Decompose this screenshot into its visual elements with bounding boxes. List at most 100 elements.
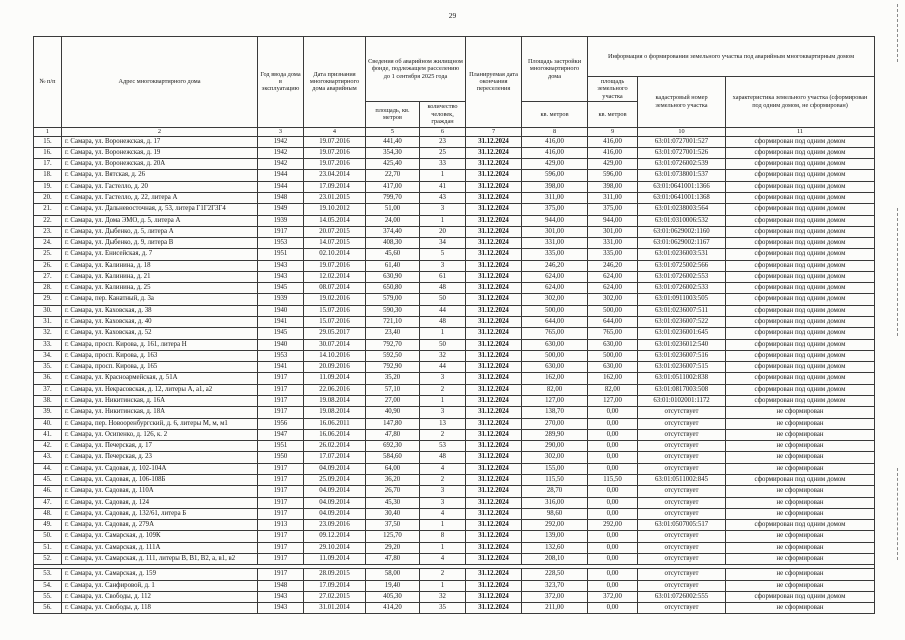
cell-fund_area: 692,30 xyxy=(365,440,420,453)
header-land-group: Информация о формировании земельного уча… xyxy=(587,36,876,77)
cell-address: г. Самара, ул. Каховская, д. 38 xyxy=(61,304,258,318)
header-fund-group: Сведения об аварийном жилищном фонде, по… xyxy=(364,35,467,103)
cell-land_area: 624,00 xyxy=(587,282,639,295)
cell-num: 35. xyxy=(33,361,62,374)
cell-footprint: 500,00 xyxy=(521,349,589,363)
cell-resettle_date: 31.12.2024 xyxy=(465,248,523,261)
page-number: 29 xyxy=(448,11,457,20)
cell-cadastre: 63:01:0725002:566 xyxy=(637,259,727,272)
cell-land_area: 0,00 xyxy=(587,541,639,554)
cell-year: 1949 xyxy=(257,203,304,216)
cell-resettle_date: 31.12.2024 xyxy=(465,568,523,581)
cell-cadastre: 63:01:0236007:515 xyxy=(637,361,727,374)
column-number-row: 1 2 3 4 5 6 7 8 9 10 11 xyxy=(33,126,876,137)
cell-footprint: 292,00 xyxy=(521,519,589,532)
cell-fund_people: 48 xyxy=(418,451,467,464)
cell-footprint: 375,00 xyxy=(521,203,589,216)
cell-resettle_date: 31.12.2024 xyxy=(465,338,523,351)
table-row: 30. г. Самара, ул. Каховская, д. 38 1940 15… xyxy=(33,304,876,318)
header-num: № п/п xyxy=(33,36,62,128)
cell-address: г. Самара, ул. Садовая, д. 102-104А xyxy=(61,462,258,475)
cell-land_area: 375,00 xyxy=(587,203,639,216)
cell-footprint: 429,00 xyxy=(521,158,589,171)
cell-footprint: 28,70 xyxy=(521,485,589,498)
cell-cadastre: 63:01:0629002:1167 xyxy=(637,237,727,250)
cell-cadastre: 63:01:0817003:508 xyxy=(637,383,727,397)
cell-characteristic: сформирован под одним домом xyxy=(725,590,876,604)
cell-fund_area: 414,20 xyxy=(365,602,420,615)
cell-date_declared: 23.01.2015 xyxy=(303,191,366,205)
cell-resettle_date: 31.12.2024 xyxy=(465,496,523,509)
cell-fund_area: 584,60 xyxy=(365,451,420,464)
cell-fund_area: 37,50 xyxy=(365,519,420,532)
cell-footprint: 208,10 xyxy=(521,552,589,566)
cell-fund_people: 23 xyxy=(418,135,467,148)
cell-fund_area: 45,30 xyxy=(365,496,420,509)
cell-date_declared: 25.09.2014 xyxy=(303,473,366,487)
cell-address: г. Самара, ул. Енисейская, д. 7 xyxy=(61,248,258,261)
cell-cadastre: 63:01:0911003:505 xyxy=(637,293,727,306)
table-row: 28. г. Самара, ул. Калинина, д. 25 1945 08.… xyxy=(33,282,876,295)
cell-address: г. Самара, ул. Садовая, д. 132/61, литер… xyxy=(61,507,258,521)
cell-year: 1917 xyxy=(257,394,304,408)
cell-date_declared: 14.10.2016 xyxy=(303,349,366,363)
cell-date_declared: 28.09.2015 xyxy=(303,568,366,581)
column-number: 4 xyxy=(303,126,366,137)
cell-resettle_date: 31.12.2024 xyxy=(465,507,523,521)
cell-resettle_date: 31.12.2024 xyxy=(465,394,523,408)
cell-characteristic: сформирован под одним домом xyxy=(725,180,876,193)
cell-year: 1939 xyxy=(257,214,304,227)
cell-year: 1953 xyxy=(257,237,304,250)
cell-address: г. Самара, ул. Свободы, д. 118 xyxy=(61,602,258,615)
cell-resettle_date: 31.12.2024 xyxy=(465,451,523,464)
cell-fund_people: 1 xyxy=(418,519,467,532)
cell-land_area: 372,00 xyxy=(587,590,639,604)
cell-date_declared: 12.02.2014 xyxy=(303,270,366,284)
cell-num: 41. xyxy=(33,428,62,442)
table-row: 40. г. Самара, пер. Новооренбургский, д. … xyxy=(33,417,876,430)
cell-land_area: 500,00 xyxy=(587,349,639,363)
cell-date_declared: 15.07.2016 xyxy=(303,316,366,329)
cell-characteristic: сформирован под одним домом xyxy=(725,282,876,295)
cell-resettle_date: 31.12.2024 xyxy=(465,383,523,397)
cell-date_declared: 19.07.2016 xyxy=(303,146,366,160)
column-number: 6 xyxy=(418,126,467,137)
cell-date_declared: 14.05.2014 xyxy=(303,214,366,227)
cell-footprint: 302,00 xyxy=(521,293,589,306)
scan-edge-artifact xyxy=(897,468,898,560)
cell-characteristic: сформирован под одним домом xyxy=(725,316,876,329)
cell-resettle_date: 31.12.2024 xyxy=(465,372,523,385)
cell-year: 1951 xyxy=(257,248,304,261)
column-number: 1 xyxy=(33,126,62,137)
cell-fund_people: 43 xyxy=(418,191,467,205)
cell-cadastre: 63:01:0726002:539 xyxy=(637,158,727,171)
cell-footprint: 82,00 xyxy=(521,383,589,397)
cell-cadastre: отсутствует xyxy=(637,541,727,554)
table-row: 34. г. Самара, просп. Кирова, д. 163 1953 1… xyxy=(33,349,876,363)
cell-year: 1945 xyxy=(257,282,304,295)
cell-year: 1951 xyxy=(257,440,304,453)
cell-year: 1948 xyxy=(257,579,304,592)
cell-fund_people: 50 xyxy=(418,338,467,351)
cell-cadastre: отсутствует xyxy=(637,579,727,592)
cell-land_area: 127,00 xyxy=(587,394,639,408)
cell-resettle_date: 31.12.2024 xyxy=(465,428,523,442)
cell-resettle_date: 31.12.2024 xyxy=(465,579,523,592)
cell-fund_people: 32 xyxy=(418,590,467,604)
cell-num: 36. xyxy=(33,372,62,385)
cell-resettle_date: 31.12.2024 xyxy=(465,316,523,329)
cell-land_area: 0,00 xyxy=(587,462,639,475)
cell-fund_area: 592,50 xyxy=(365,349,420,363)
column-number: 11 xyxy=(725,126,876,137)
cell-address: г. Самара, ул. Садовая, д. 279А xyxy=(61,519,258,532)
cell-fund_people: 1 xyxy=(418,327,467,340)
cell-fund_area: 441,40 xyxy=(365,135,420,148)
cell-cadastre: 63:01:0511002:838 xyxy=(637,372,727,385)
cell-land_area: 301,00 xyxy=(587,225,639,239)
cell-fund_area: 354,30 xyxy=(365,146,420,160)
cell-fund_area: 57,10 xyxy=(365,383,420,397)
cell-num: 22. xyxy=(33,214,62,227)
cell-fund_area: 64,00 xyxy=(365,462,420,475)
cell-cadastre: отсутствует xyxy=(637,496,727,509)
cell-fund_area: 23,40 xyxy=(365,327,420,340)
